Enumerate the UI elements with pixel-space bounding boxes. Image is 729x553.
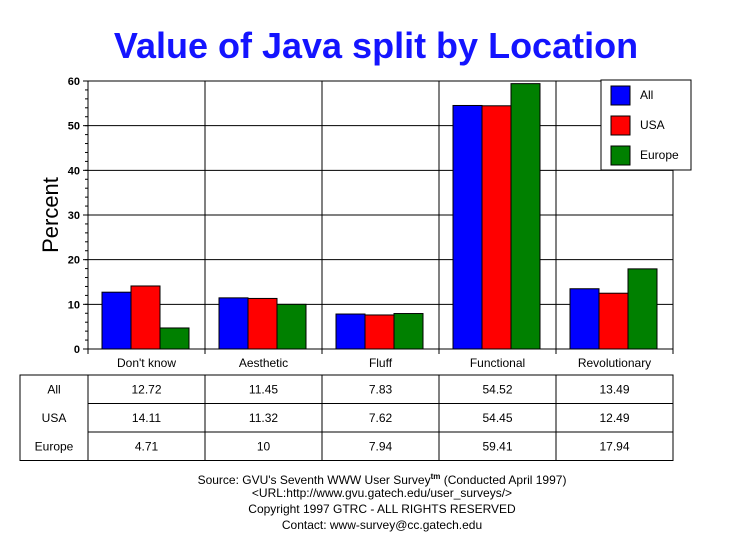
bar-europe-0 xyxy=(159,327,190,350)
bar-europe-2 xyxy=(393,313,424,350)
legend-swatch-usa xyxy=(610,115,631,136)
table-cell: 59.41 xyxy=(482,439,512,453)
bar-usa-0 xyxy=(130,285,161,350)
y-tick-label: 20 xyxy=(68,255,80,267)
bar-europe-1 xyxy=(276,303,307,350)
table-cell: 11.45 xyxy=(249,382,278,396)
x-tick-label: Don't know xyxy=(117,356,176,370)
footer-contact: Contact: www-survey@cc.gatech.edu xyxy=(282,518,482,532)
table-cell: 7.94 xyxy=(369,439,393,453)
y-axis-label: Percent xyxy=(38,177,63,253)
bar-all-1 xyxy=(218,297,249,350)
table-cell: 12.72 xyxy=(131,382,161,396)
footer-source: Source: GVU's Seventh WWW User Surveytm … xyxy=(198,472,567,487)
legend-label: Europe xyxy=(640,148,679,162)
y-tick-label: 0 xyxy=(74,344,80,356)
chart-title: Value of Java split by Location xyxy=(114,25,638,66)
bar-europe-4 xyxy=(627,268,658,350)
bar-usa-3 xyxy=(481,105,512,350)
table-cell: 10 xyxy=(257,439,271,453)
bar-all-3 xyxy=(452,104,483,350)
x-tick-label: Fluff xyxy=(369,356,393,370)
x-tick-label: Functional xyxy=(470,356,525,370)
y-tick-label: 60 xyxy=(68,76,80,88)
table-cell: 11.32 xyxy=(249,411,278,425)
legend-label: All xyxy=(640,88,653,102)
x-tick-label: Aesthetic xyxy=(239,356,288,370)
table-row-label: Europe xyxy=(35,439,74,453)
table-cell: 12.49 xyxy=(599,411,629,425)
y-tick-label: 30 xyxy=(68,210,80,222)
y-tick-label: 40 xyxy=(68,165,80,177)
table-cell: 4.71 xyxy=(135,439,159,453)
y-tick-label: 10 xyxy=(68,299,80,311)
data-table xyxy=(19,374,674,461)
bar-usa-1 xyxy=(247,297,278,350)
bar-all-0 xyxy=(101,291,132,350)
legend-swatch-europe xyxy=(610,145,631,166)
y-tick-label: 50 xyxy=(68,121,80,133)
table-cell: 13.49 xyxy=(599,382,629,396)
bar-usa-4 xyxy=(598,292,629,350)
bar-all-4 xyxy=(569,288,600,350)
table-cell: 54.45 xyxy=(482,411,512,425)
legend-swatch-all xyxy=(610,85,631,106)
table-cell: 7.62 xyxy=(369,411,393,425)
footer-copyright: Copyright 1997 GTRC - ALL RIGHTS RESERVE… xyxy=(248,502,516,516)
table-cell: 17.94 xyxy=(599,439,629,453)
legend-label: USA xyxy=(640,118,665,132)
table-cell: 7.83 xyxy=(369,382,393,396)
table-row-label: USA xyxy=(42,411,67,425)
bar-usa-2 xyxy=(364,314,395,350)
footer-url: <URL:http://www.gvu.gatech.edu/user_surv… xyxy=(252,486,512,500)
bar-all-2 xyxy=(335,313,366,350)
bar-europe-3 xyxy=(510,83,541,350)
x-tick-label: Revolutionary xyxy=(578,356,651,370)
table-cell: 54.52 xyxy=(482,382,512,396)
table-row-label: All xyxy=(47,382,60,396)
table-cell: 14.11 xyxy=(132,411,161,425)
